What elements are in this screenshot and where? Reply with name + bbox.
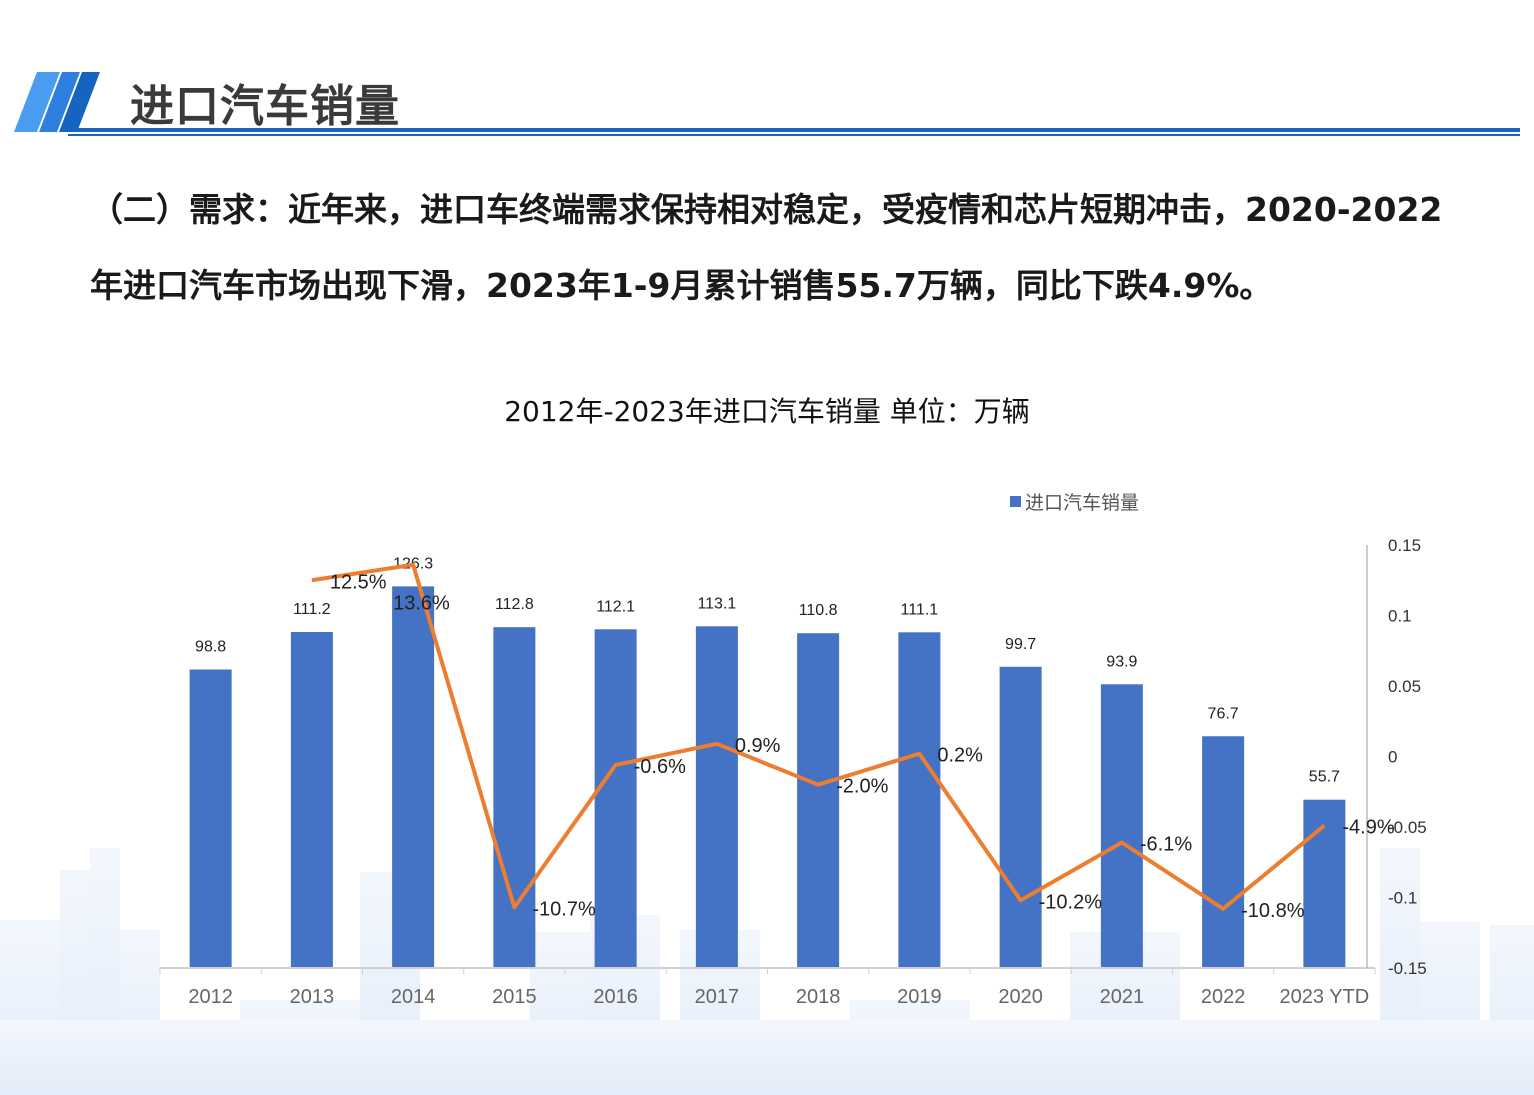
bar-label: 112.8 — [495, 596, 534, 613]
line-label: 0.2% — [937, 745, 983, 767]
page-title: 进口汽车销量 — [130, 81, 400, 132]
chart-title: 2012年-2023年进口汽车销量 单位：万辆 — [504, 395, 1030, 428]
bar — [999, 666, 1042, 968]
right-tick-label: -0.15 — [1388, 959, 1427, 978]
legend-swatch — [1010, 496, 1021, 507]
line-label: -0.6% — [634, 756, 686, 778]
bar-label: 111.2 — [293, 601, 331, 618]
line-label: -2.0% — [836, 776, 888, 798]
legend-label: 进口汽车销量 — [1025, 492, 1140, 514]
bar-label: 99.7 — [1005, 636, 1036, 653]
bar — [290, 632, 333, 968]
header-decoration — [14, 72, 1520, 136]
chart-legend: 进口汽车销量 — [1010, 488, 1139, 515]
bar — [1100, 684, 1143, 968]
x-tick-label: 2013 — [290, 986, 335, 1008]
bar-label: 112.1 — [596, 598, 635, 615]
x-tick-label: 2021 — [1100, 986, 1145, 1008]
x-tick-label: 2022 — [1201, 986, 1246, 1008]
bar — [189, 669, 232, 968]
growth-line — [311, 562, 1326, 911]
line-label: 13.6% — [393, 593, 450, 615]
x-tick-label: 2017 — [695, 986, 740, 1008]
bar — [1202, 736, 1245, 968]
line-label: -4.9% — [1342, 817, 1394, 839]
bar — [392, 586, 435, 968]
bar — [594, 629, 637, 968]
right-tick-label: 0.1 — [1388, 607, 1412, 626]
right-tick-label: 0.05 — [1388, 677, 1421, 696]
right-tick-label: -0.05 — [1388, 818, 1427, 837]
right-tick-label: -0.1 — [1388, 889, 1417, 908]
bar-label: 111.1 — [901, 601, 939, 618]
x-tick-label: 2012 — [188, 986, 233, 1008]
line-label: 12.5% — [330, 571, 387, 593]
bar-label: 98.8 — [195, 638, 226, 655]
bar-label: 55.7 — [1309, 769, 1340, 786]
line-label: -10.2% — [1039, 891, 1103, 913]
body-paragraph: （二）需求：近年来，进口车终端需求保持相对稳定，受疫情和芯片短期冲击，2020-… — [90, 190, 1443, 305]
bar-label: 113.1 — [697, 595, 736, 612]
line-label: -10.8% — [1241, 900, 1305, 922]
x-tick-label: 2016 — [593, 986, 638, 1008]
bar — [797, 633, 840, 968]
bar-label: 76.7 — [1208, 705, 1239, 722]
bar — [898, 632, 941, 968]
right-tick-label: 0 — [1388, 748, 1397, 767]
line-label: -10.7% — [532, 898, 596, 920]
bar — [695, 626, 738, 968]
bar-label: 93.9 — [1106, 653, 1137, 670]
bar — [493, 627, 536, 968]
right-tick-label: 0.15 — [1388, 536, 1421, 555]
x-tick-label: 2018 — [796, 986, 841, 1008]
line-label: 0.9% — [735, 735, 781, 757]
bar — [1303, 799, 1346, 968]
x-tick-label: 2020 — [998, 986, 1043, 1008]
x-tick-label: 2015 — [492, 986, 537, 1008]
bar-label: 110.8 — [799, 602, 838, 619]
line-label: -6.1% — [1140, 834, 1192, 856]
x-tick-label: 2014 — [391, 986, 436, 1008]
x-tick-label: 2019 — [897, 986, 942, 1008]
x-tick-label: 2023 YTD — [1280, 986, 1370, 1008]
